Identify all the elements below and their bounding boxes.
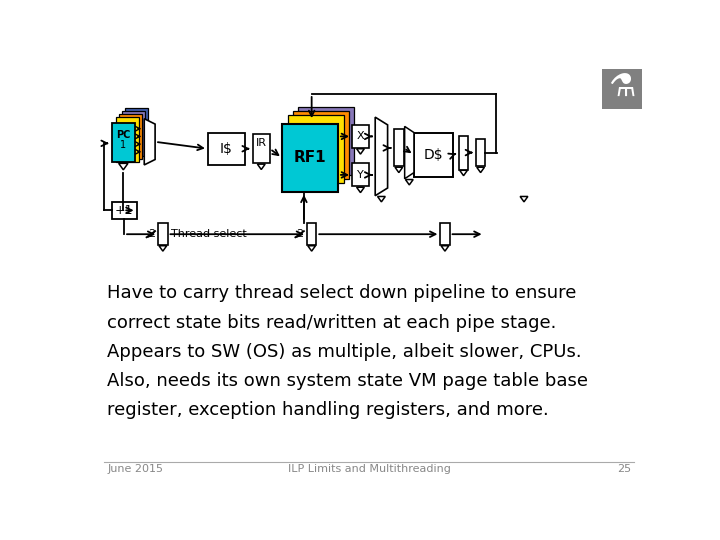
Text: Thread select: Thread select: [171, 229, 246, 239]
Bar: [459, 136, 468, 170]
Text: RF1: RF1: [294, 151, 326, 165]
Bar: [119, 114, 142, 159]
Polygon shape: [395, 167, 402, 173]
Bar: [289, 115, 344, 183]
Bar: [307, 224, 316, 245]
Text: X: X: [356, 131, 364, 141]
Polygon shape: [459, 170, 467, 176]
Text: June 2015: June 2015: [107, 464, 163, 474]
Bar: [158, 224, 168, 245]
Bar: [297, 107, 354, 175]
Polygon shape: [377, 197, 385, 202]
Text: 1: 1: [120, 140, 127, 150]
Bar: [282, 124, 338, 192]
Bar: [601, 69, 642, 109]
Text: 2: 2: [297, 229, 304, 239]
Polygon shape: [356, 187, 364, 193]
Polygon shape: [405, 179, 413, 185]
Polygon shape: [144, 119, 155, 165]
Bar: [112, 202, 137, 219]
Text: register, exception handling registers, and more.: register, exception handling registers, …: [107, 401, 549, 419]
Text: PC: PC: [116, 130, 130, 140]
Polygon shape: [258, 164, 265, 170]
Text: +1: +1: [115, 204, 133, 217]
Bar: [293, 111, 349, 179]
Text: ⚗: ⚗: [608, 74, 635, 103]
Text: Have to carry thread select down pipeline to ensure: Have to carry thread select down pipelin…: [107, 284, 577, 302]
Text: Y: Y: [357, 170, 364, 180]
Text: correct state bits read/written at each pipe stage.: correct state bits read/written at each …: [107, 314, 557, 332]
Bar: [352, 125, 369, 148]
Bar: [476, 139, 485, 166]
Text: Also, needs its own system state VM page table base: Also, needs its own system state VM page…: [107, 372, 588, 390]
Bar: [441, 224, 449, 245]
Text: IR: IR: [256, 138, 267, 149]
Polygon shape: [119, 164, 128, 170]
Text: Appears to SW (OS) as multiple, albeit slower, CPUs.: Appears to SW (OS) as multiple, albeit s…: [107, 343, 582, 361]
Polygon shape: [405, 126, 414, 179]
Bar: [116, 117, 139, 162]
Bar: [394, 130, 404, 166]
Polygon shape: [307, 246, 315, 251]
Bar: [125, 108, 148, 153]
Polygon shape: [159, 246, 167, 251]
Polygon shape: [375, 117, 387, 195]
Bar: [253, 134, 270, 164]
Bar: [414, 132, 453, 177]
Bar: [112, 123, 135, 162]
Polygon shape: [520, 197, 528, 202]
Text: ILP Limits and Multithreading: ILP Limits and Multithreading: [287, 464, 451, 474]
Bar: [208, 132, 245, 165]
Text: 2: 2: [148, 229, 155, 239]
Text: D$: D$: [423, 148, 443, 162]
Polygon shape: [441, 246, 449, 251]
Text: I$: I$: [220, 141, 233, 156]
Bar: [122, 111, 145, 156]
Polygon shape: [356, 148, 364, 154]
Text: 25: 25: [617, 464, 631, 474]
Bar: [352, 164, 369, 186]
Polygon shape: [477, 167, 485, 173]
